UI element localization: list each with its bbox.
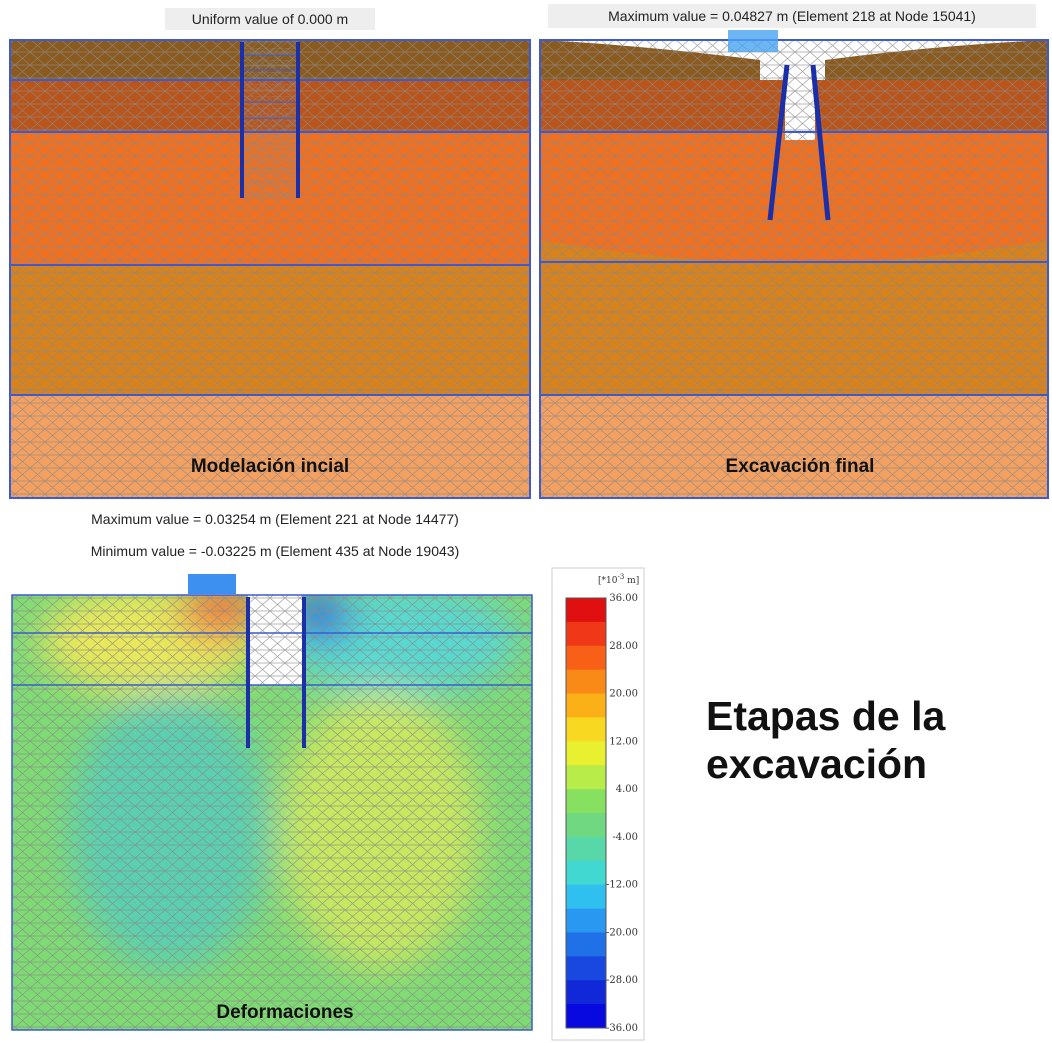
legend-band: [566, 861, 606, 885]
legend-band: [566, 885, 606, 909]
legend-band: [566, 598, 606, 622]
legend-band: [566, 956, 606, 980]
panel-deformation: Maximum value = 0.03254 m (Element 221 a…: [12, 511, 532, 1030]
legend-tick-label: -12.00: [606, 880, 638, 891]
legend-band: [566, 1004, 606, 1028]
panel-initial: Uniform value of 0.000 m Modelación inci…: [10, 8, 530, 498]
legend-tick-label: -36.00: [606, 1023, 638, 1034]
legend-tick-label: -4.00: [612, 832, 638, 843]
panel-header: Maximum value = 0.03254 m (Element 221 a…: [91, 511, 459, 527]
panel-label: Modelación incial: [191, 456, 349, 477]
legend-tick-label: -28.00: [606, 975, 638, 986]
legend-band: [566, 741, 606, 765]
unit-exponent: -3: [617, 573, 624, 581]
legend-band: [566, 717, 606, 741]
legend-band: [566, 789, 606, 813]
legend-band: [566, 837, 606, 861]
legend-tick-label: 28.00: [609, 641, 638, 652]
legend-band: [566, 932, 606, 956]
legend-tick-label: 4.00: [616, 784, 638, 795]
legend-band: [566, 670, 606, 694]
legend-tick-label: 20.00: [609, 689, 638, 700]
legend-band: [566, 765, 606, 789]
legend-band: [566, 694, 606, 718]
panel-label: Excavación final: [726, 456, 875, 477]
title-line: Etapas de la: [706, 693, 946, 739]
legend-band: [566, 813, 606, 837]
unit-end: m]: [624, 576, 639, 586]
color-legend: [*10-3 m] 36.00 28.00 20.00 12.00 4.00 -4.00 -…: [552, 568, 644, 1040]
legend-band: [566, 646, 606, 670]
panel-header: Uniform value of 0.000 m: [192, 11, 348, 27]
panel-label: Deformaciones: [216, 1002, 353, 1023]
unit-base: [*10: [598, 576, 618, 586]
legend-band: [566, 909, 606, 933]
panel-header: Maximum value = 0.04827 m (Element 218 a…: [608, 8, 976, 24]
legend-band: [566, 622, 606, 646]
legend-band: [566, 980, 606, 1004]
legend-tick-label: 36.00: [609, 593, 638, 604]
legend-tick-label: -20.00: [606, 927, 638, 938]
page: Uniform value of 0.000 m Modelación inci…: [0, 0, 1052, 1043]
panel-final: Maximum value = 0.04827 m (Element 218 a…: [540, 4, 1048, 498]
title-line: excavación: [706, 741, 927, 787]
legend-tick-label: 12.00: [609, 736, 638, 747]
panel-header: Minimum value = -0.03225 m (Element 435 …: [91, 543, 459, 559]
